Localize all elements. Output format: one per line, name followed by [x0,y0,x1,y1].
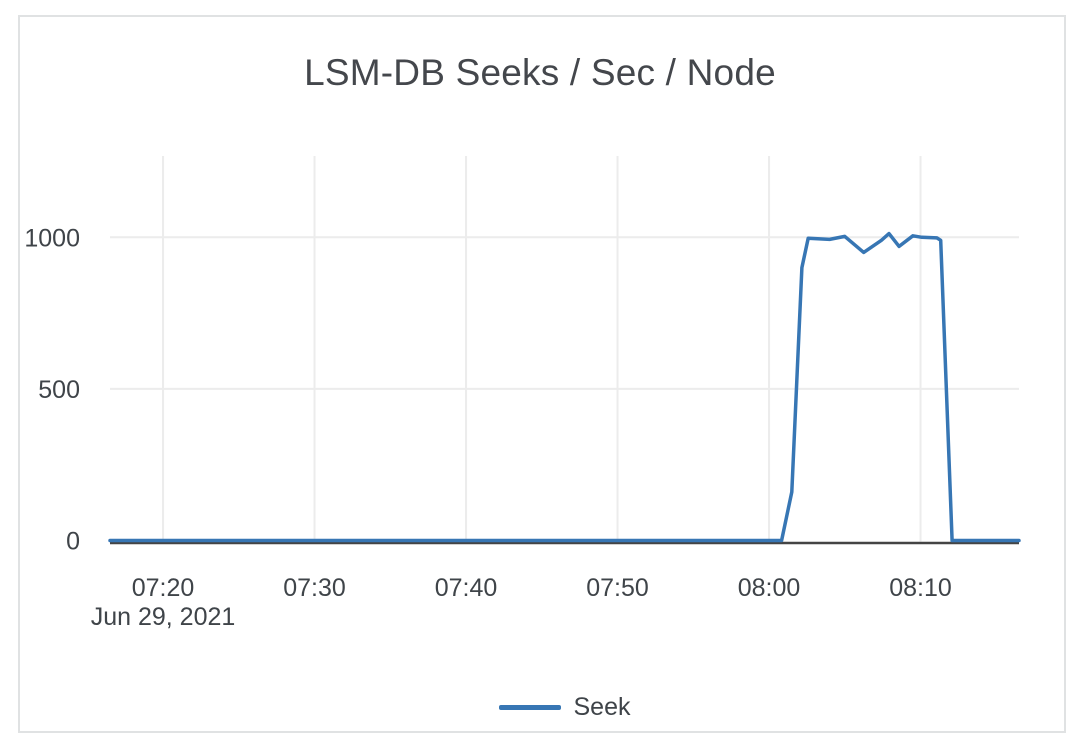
x-tick-label: 07:40 [435,574,498,602]
y-tick-label: 0 [66,528,80,556]
legend: Seek [110,693,1019,722]
x-tick-label: 08:10 [889,574,952,602]
legend-line-swatch [498,705,561,710]
legend-label: Seek [573,693,631,721]
y-tick-label: 1000 [24,224,80,252]
x-tick-label: 07:30 [283,574,346,602]
x-tick-label: 08:00 [738,574,801,602]
x-tick-label: 07:20 [132,574,195,602]
legend-item-seek[interactable]: Seek [498,693,631,722]
y-tick-label: 500 [38,376,80,404]
x-tick-label: 07:50 [586,574,649,602]
chart-card [18,15,1066,733]
x-axis-date-label: Jun 29, 2021 [91,603,236,631]
series-line-seek[interactable] [108,231,1021,543]
